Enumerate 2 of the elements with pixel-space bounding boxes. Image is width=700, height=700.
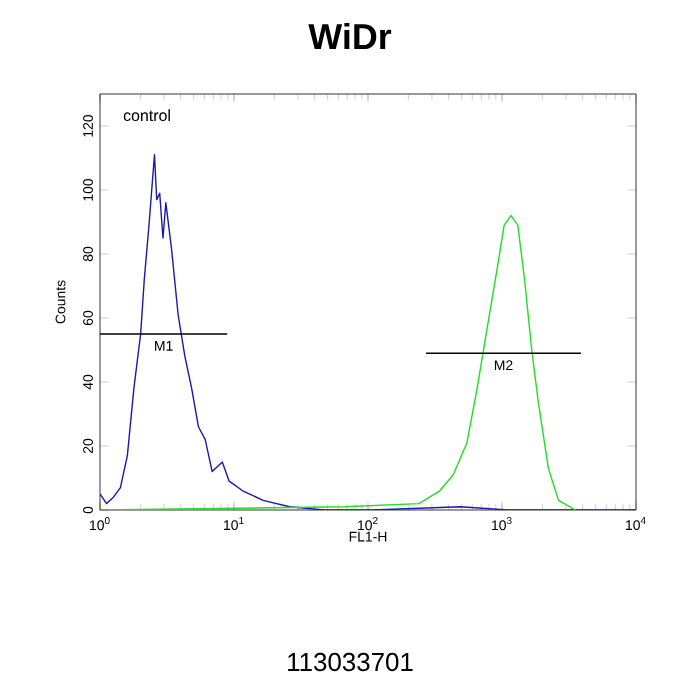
chart-title: WiDr [308, 22, 392, 49]
text: 113033701 [288, 652, 413, 672]
